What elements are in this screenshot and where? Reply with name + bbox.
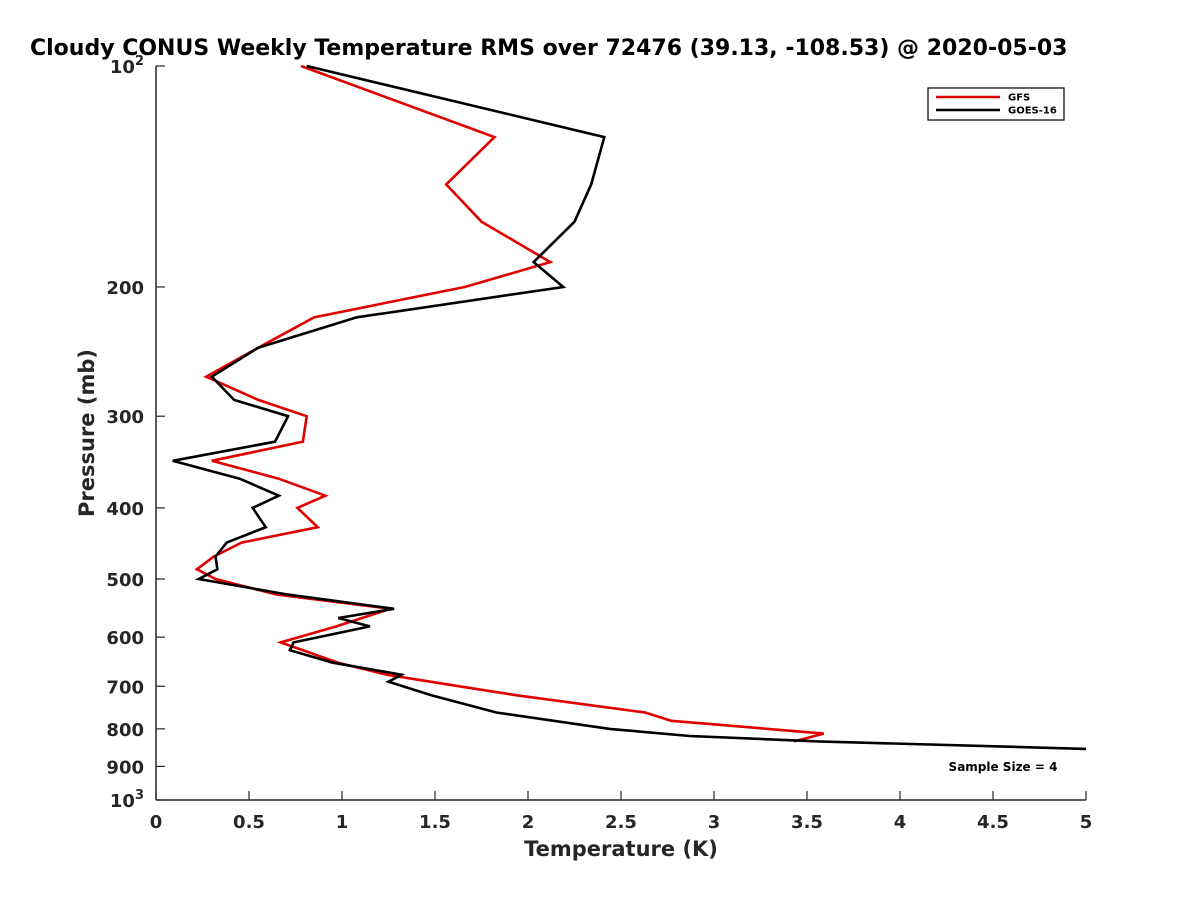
- axes: 0 0.5 1 1.5 2 2.5 3 3.5 4 4.5 5 102 200 300 400 500 600 7…: [106, 54, 1092, 833]
- y-tick-label: 600: [106, 628, 144, 649]
- x-tick-label: 3: [708, 812, 721, 833]
- chart-title: Cloudy CONUS Weekly Temperature RMS over…: [30, 36, 1067, 61]
- y-tick-label: 700: [106, 677, 144, 698]
- x-tick-label: 3.5: [791, 812, 823, 833]
- legend-label: GFS: [1008, 93, 1030, 104]
- series-line-gfs: [194, 64, 825, 743]
- y-tick-label: 300: [106, 407, 144, 428]
- x-tick-label: 5: [1080, 812, 1093, 833]
- y-tick-label: 200: [106, 278, 144, 299]
- series-layer: [172, 64, 1087, 751]
- y-axis-label-group: Pressure (mb): [75, 349, 99, 517]
- y-tick-label: 900: [106, 757, 144, 778]
- y-tick-label: 800: [106, 720, 144, 741]
- x-tick-label: 0: [150, 812, 163, 833]
- y-tick-label: 103: [110, 788, 144, 812]
- series-line-goes-16: [172, 64, 1087, 751]
- sample-size-annotation: Sample Size = 4: [949, 760, 1058, 774]
- y-tick-label: 102: [110, 54, 144, 78]
- legend-box: [927, 87, 1065, 121]
- x-tick-label: 1: [336, 812, 349, 833]
- x-axis-label: Temperature (K): [524, 837, 718, 861]
- x-tick-label: 2: [522, 812, 535, 833]
- legend-label: GOES-16: [1008, 106, 1057, 117]
- legend: GFS GOES-16: [927, 87, 1065, 121]
- x-tick-label: 2.5: [605, 812, 637, 833]
- x-tick-label: 4: [894, 812, 907, 833]
- x-tick-label: 0.5: [233, 812, 265, 833]
- y-tick-label: 500: [106, 570, 144, 591]
- x-tick-label: 1.5: [419, 812, 451, 833]
- y-axis-label: Pressure (mb): [75, 349, 99, 517]
- x-tick-label: 4.5: [977, 812, 1009, 833]
- y-tick-exponent: 2: [135, 54, 144, 69]
- y-tick-exponent: 3: [135, 788, 144, 803]
- y-tick-label: 400: [106, 499, 144, 520]
